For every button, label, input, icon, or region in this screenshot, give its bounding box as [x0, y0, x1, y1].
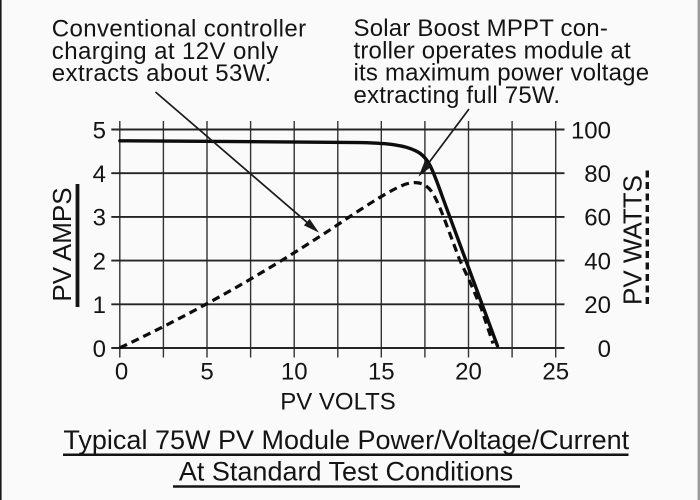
svg-text:4: 4	[93, 161, 106, 188]
svg-text:0: 0	[115, 359, 128, 386]
svg-text:20: 20	[455, 359, 482, 386]
svg-text:40: 40	[584, 248, 611, 275]
svg-text:extracting full 75W.: extracting full 75W.	[354, 82, 561, 109]
svg-text:80: 80	[584, 161, 611, 188]
svg-text:Solar Boost MPPT con-: Solar Boost MPPT con-	[354, 15, 609, 42]
svg-text:charging at 12V only: charging at 12V only	[52, 38, 279, 65]
svg-text:0: 0	[598, 336, 611, 363]
svg-text:PV AMPS: PV AMPS	[47, 187, 77, 301]
svg-text:Typical 75W PV Module Power/Vo: Typical 75W PV Module Power/Voltage/Curr…	[63, 425, 629, 455]
svg-text:PV WATTS: PV WATTS	[618, 175, 648, 305]
svg-text:60: 60	[584, 205, 611, 232]
svg-text:extracts about 53W.: extracts about 53W.	[52, 60, 272, 87]
svg-text:troller operates module at: troller operates module at	[354, 37, 631, 64]
svg-text:5: 5	[200, 359, 213, 386]
svg-text:3: 3	[93, 205, 106, 232]
svg-text:5: 5	[93, 117, 106, 144]
svg-text:PV VOLTS: PV VOLTS	[280, 389, 396, 416]
svg-text:2: 2	[93, 248, 106, 275]
svg-text:its maximum power voltage: its maximum power voltage	[354, 60, 650, 87]
svg-text:100: 100	[571, 117, 611, 144]
svg-text:Conventional controller: Conventional controller	[52, 16, 307, 43]
svg-text:20: 20	[584, 292, 611, 319]
svg-text:15: 15	[368, 359, 395, 386]
svg-text:1: 1	[93, 292, 106, 319]
svg-text:At Standard Test Conditions: At Standard Test Conditions	[179, 456, 513, 486]
svg-text:0: 0	[93, 336, 106, 363]
svg-text:25: 25	[542, 359, 569, 386]
svg-text:10: 10	[281, 359, 308, 386]
